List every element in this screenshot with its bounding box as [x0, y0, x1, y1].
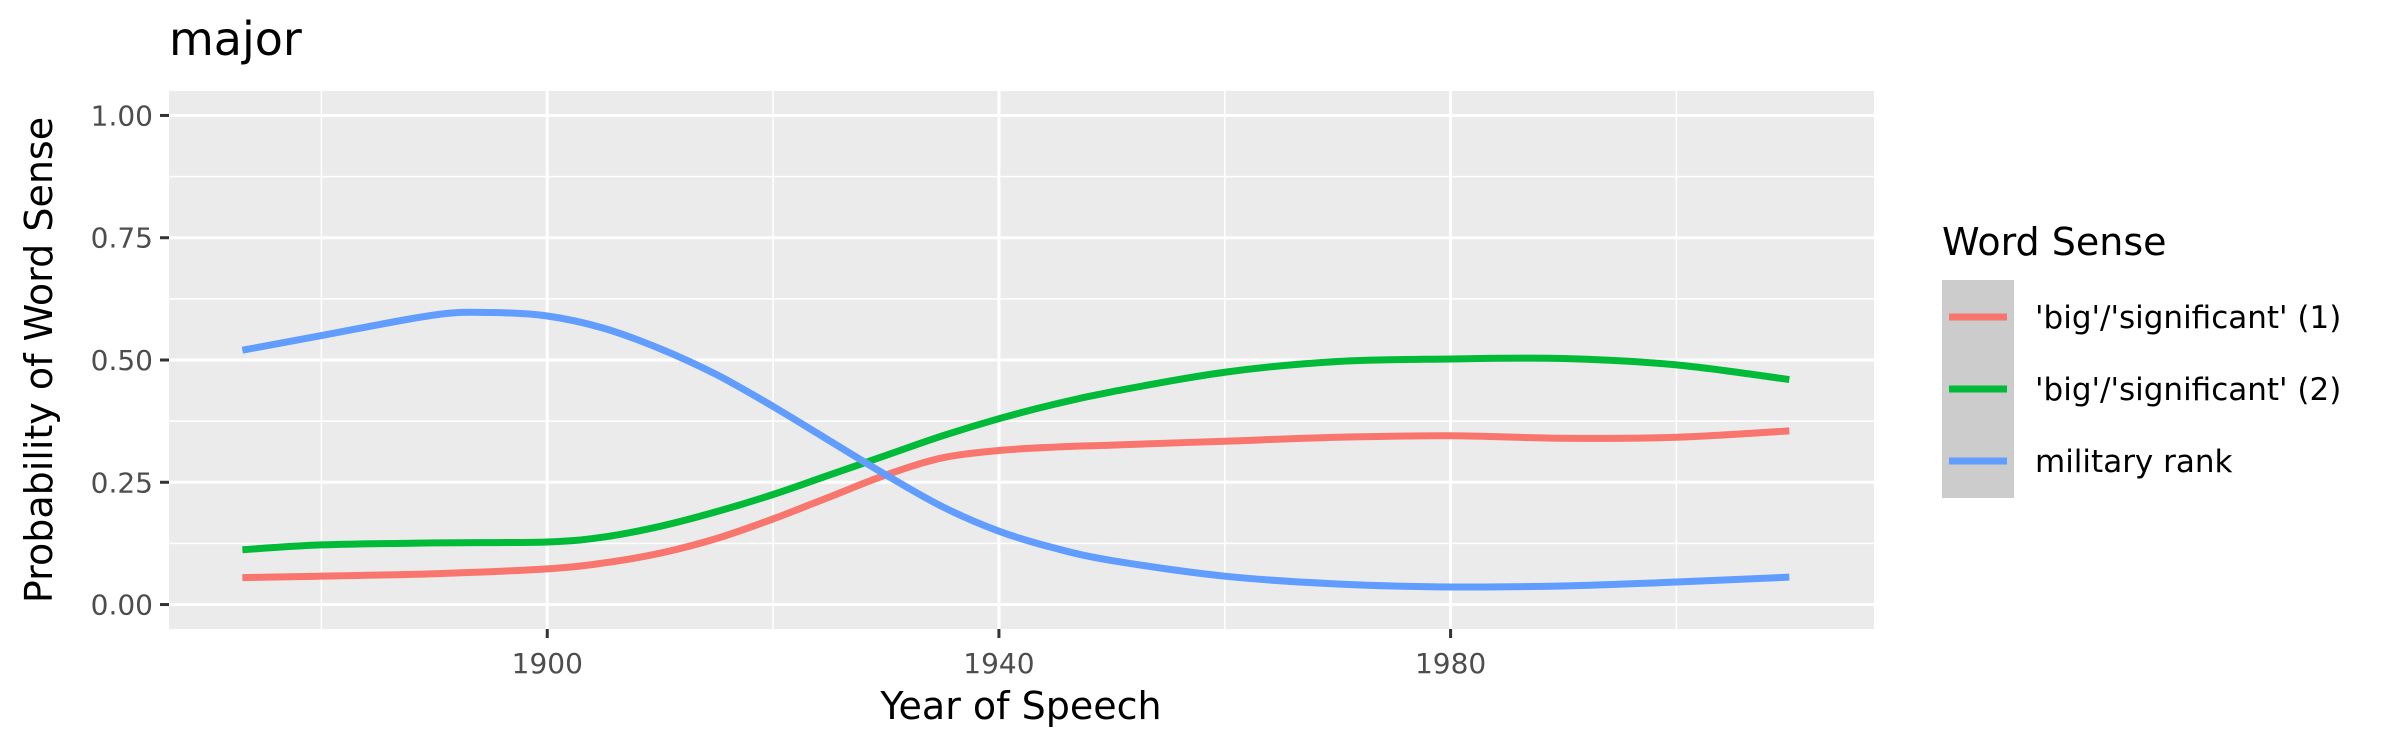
chart-title: major — [169, 12, 302, 66]
x-axis-title: Year of Speech — [879, 684, 1161, 728]
series-line-3 — [241, 308, 1790, 591]
legend: Word Sense 'big'/'significant' (1)'big'/… — [1942, 220, 2341, 498]
series-line-2 — [242, 354, 1790, 554]
y-axis: 0.00 0.25 0.50 0.75 1.00 — [91, 99, 169, 622]
series-lines — [241, 308, 1790, 591]
x-tick-label: 1940 — [963, 647, 1034, 680]
y-axis-title: Probability of Word Sense — [17, 117, 61, 603]
legend-items: 'big'/'significant' (1) 'big'/'significan… — [1942, 280, 2341, 498]
x-axis: 1900 1940 1980 — [512, 629, 1486, 680]
x-tick-label: 1900 — [512, 647, 583, 680]
series-line-1 — [242, 427, 1790, 582]
x-tick-label: 1980 — [1415, 647, 1486, 680]
legend-label-2: 'big'/'significant' (2) — [2035, 372, 2341, 408]
legend-label-1: 'big'/'significant' (1) — [2035, 300, 2341, 336]
y-tick-label: 0.00 — [91, 589, 153, 622]
legend-label-3: military rank — [2035, 444, 2233, 480]
y-tick-label: 0.50 — [91, 344, 153, 377]
legend-title: Word Sense — [1942, 220, 2167, 264]
y-tick-label: 0.25 — [91, 466, 153, 499]
y-tick-label: 0.75 — [91, 222, 153, 255]
y-tick-label: 1.00 — [91, 99, 153, 132]
